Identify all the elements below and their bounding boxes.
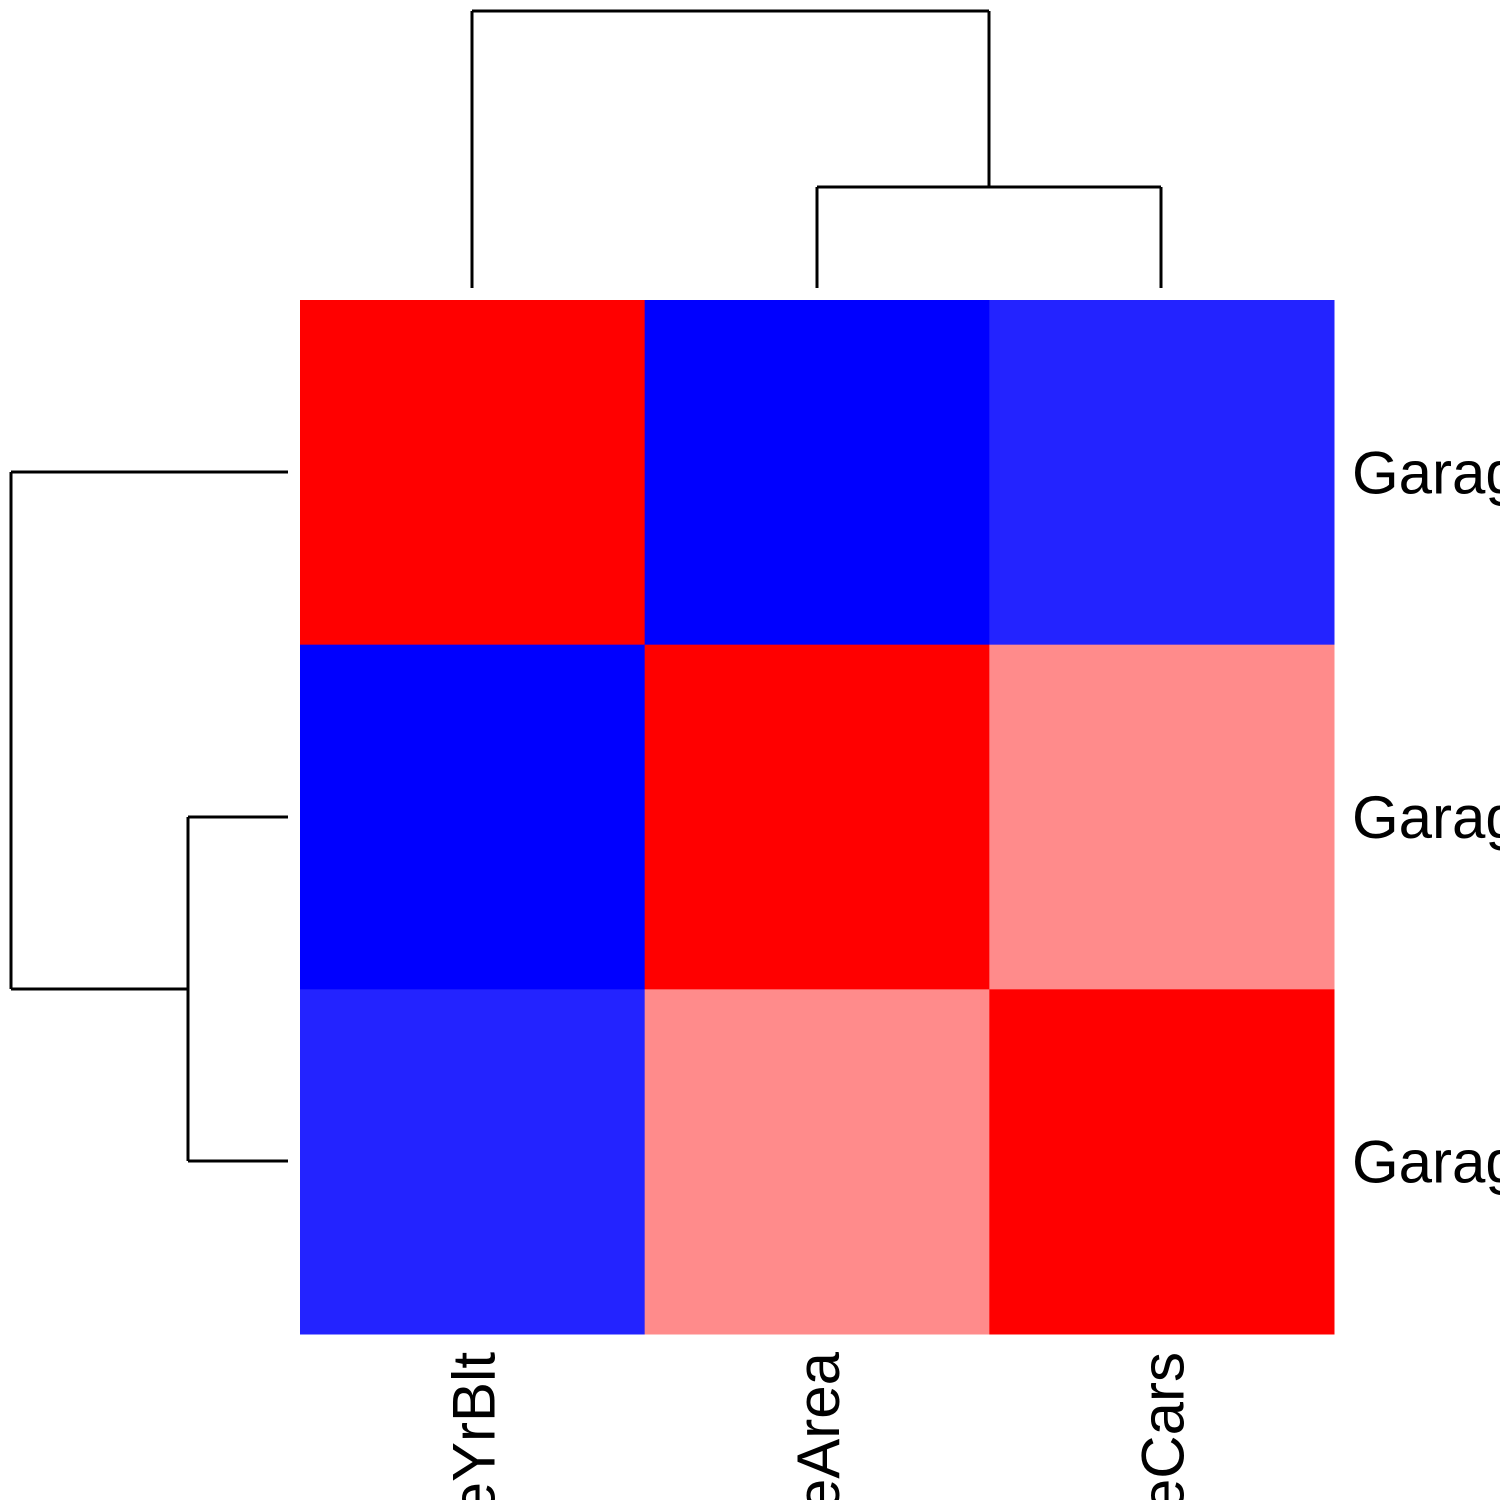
heatmap-cell bbox=[989, 644, 1335, 990]
heatmap-cell bbox=[644, 989, 990, 1335]
row-label: GarageArea bbox=[1352, 784, 1500, 851]
heatmap-cell bbox=[644, 644, 990, 990]
column-label: GarageYrBlt bbox=[440, 1352, 507, 1500]
heatmap-cell bbox=[300, 989, 646, 1335]
heatmap-cell bbox=[644, 300, 990, 646]
column-label: GarageArea bbox=[785, 1351, 852, 1500]
column-dendrogram bbox=[470, 9, 1163, 288]
heatmap-cell bbox=[989, 300, 1335, 646]
column-label: GarageCars bbox=[1130, 1352, 1197, 1500]
row-label: GarageCars bbox=[1352, 1129, 1500, 1196]
heatmap-cell bbox=[300, 300, 646, 646]
heatmap-cell bbox=[300, 644, 646, 990]
row-dendrogram bbox=[9, 470, 288, 1163]
row-label: GarageYrBlt bbox=[1352, 439, 1500, 506]
heatmap-cell bbox=[989, 989, 1335, 1335]
